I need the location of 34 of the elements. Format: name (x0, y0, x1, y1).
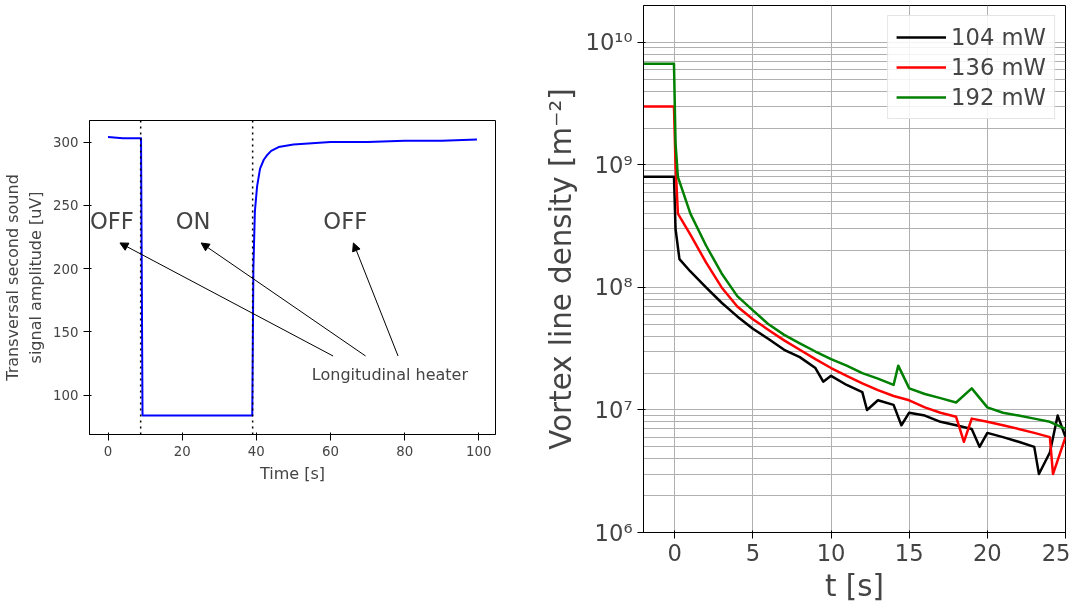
y-tick-label: 250 (53, 198, 79, 214)
y-tick-label: 10⁶ (594, 519, 633, 546)
y-tick-label: 10⁷ (594, 396, 633, 423)
y-tick-label: 200 (53, 261, 79, 277)
x-tick-label: 60 (322, 443, 339, 459)
y-tick-label: 10¹⁰ (585, 29, 633, 56)
y-tick-label: 100 (53, 388, 79, 404)
y-tick-label: 10⁸ (594, 274, 633, 301)
x-tick-label: 0 (103, 443, 113, 459)
x-tick-label: 5 (745, 539, 761, 566)
x-tick-label: 25 (1041, 539, 1071, 566)
x-tick-label: 100 (466, 443, 492, 459)
x-axis-title: Time [s] (258, 463, 326, 483)
y-tick-label: 150 (53, 324, 79, 340)
y-axis-title: Vortex line density [m⁻²] (543, 88, 578, 450)
legend-label: 136 mW (951, 54, 1046, 80)
line-series (643, 105, 1066, 476)
x-tick-label: 80 (396, 443, 414, 459)
y-axis-title: Transversal second sound signal amplitude [uV] (3, 174, 46, 382)
x-axis-title: t [s] (825, 568, 885, 603)
annotation: OFF (323, 207, 368, 234)
x-tick-label: 15 (894, 539, 924, 566)
annotation: ON (175, 207, 211, 234)
x-tick-label: 20 (173, 443, 191, 459)
annotation: OFF (89, 207, 134, 234)
x-tick-label: 10 (816, 539, 846, 566)
x-tick-label: 20 (972, 539, 1002, 566)
x-tick-label: 40 (247, 443, 265, 459)
y-tick-label: 10⁹ (594, 151, 633, 178)
legend-label: 192 mW (951, 84, 1046, 110)
annotation: Longitudinal heater (311, 365, 469, 385)
legend-label: 104 mW (951, 24, 1046, 50)
x-tick-label: 0 (667, 539, 682, 566)
y-tick-label: 300 (53, 135, 79, 151)
